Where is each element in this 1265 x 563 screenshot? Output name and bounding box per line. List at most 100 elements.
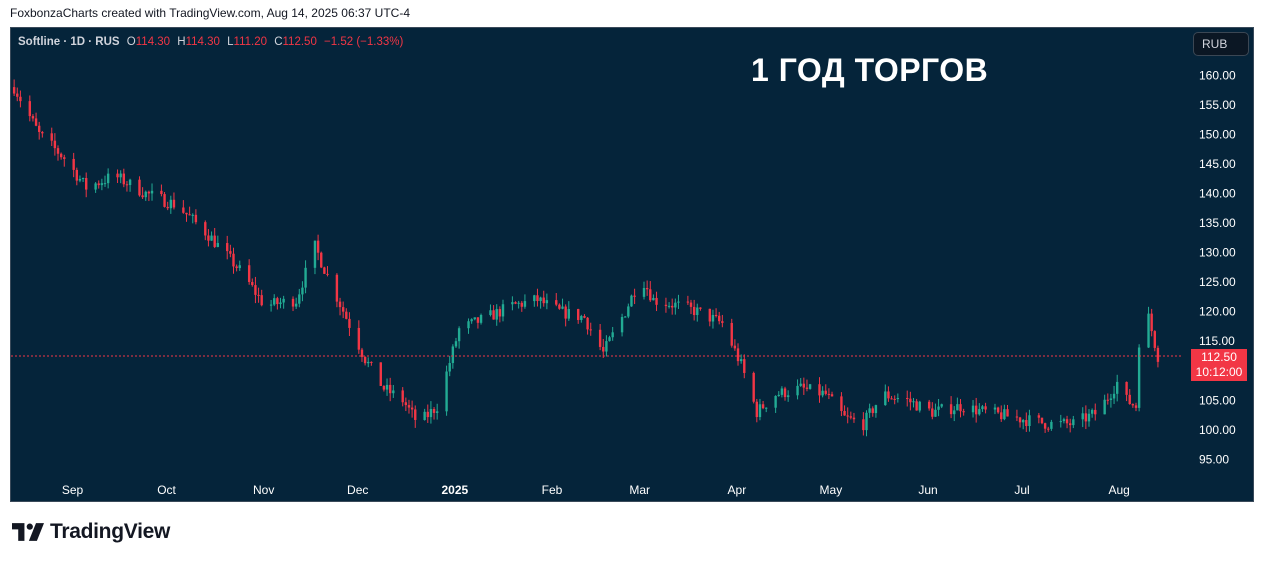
candle-body bbox=[1084, 413, 1088, 422]
candle-body bbox=[962, 411, 965, 413]
candle-body bbox=[501, 304, 505, 317]
candle-body bbox=[426, 411, 429, 418]
candle-body bbox=[150, 190, 154, 194]
candle-body bbox=[385, 384, 389, 390]
candle-body bbox=[733, 345, 737, 349]
close-value: 112.50 bbox=[282, 36, 317, 48]
candle-body bbox=[890, 398, 893, 400]
candle-body bbox=[1147, 313, 1150, 348]
candle-body bbox=[956, 404, 959, 411]
candle-body bbox=[301, 287, 304, 295]
candle-body bbox=[743, 359, 746, 373]
candle-body bbox=[294, 303, 298, 307]
candle-body bbox=[370, 361, 373, 363]
candle-body bbox=[335, 274, 339, 302]
candle-body bbox=[78, 178, 82, 181]
candle-body bbox=[216, 243, 220, 247]
candle-body bbox=[1000, 412, 1003, 420]
candle-body bbox=[313, 240, 317, 268]
candle-body bbox=[291, 298, 295, 307]
x-tick-label: 2025 bbox=[441, 483, 468, 497]
candle-body bbox=[298, 294, 301, 304]
candle-body bbox=[407, 405, 411, 408]
candle-body bbox=[1050, 421, 1053, 429]
candlestick-chart[interactable]: 160.00 155.00 150.00 145.00 140.00 135.00 130.… bbox=[11, 28, 1254, 502]
candle-body bbox=[696, 307, 699, 316]
price-axis: 160.00 155.00 150.00 145.00 140.00 135.00 130.… bbox=[1199, 68, 1236, 466]
currency-button[interactable]: RUB bbox=[1193, 32, 1249, 56]
candle-body bbox=[849, 416, 853, 418]
candle-body bbox=[655, 297, 658, 305]
candle-body bbox=[664, 304, 668, 307]
candle-body bbox=[81, 178, 85, 180]
candle-body bbox=[401, 390, 404, 403]
x-tick-label: Aug bbox=[1109, 483, 1130, 497]
x-tick-label: Nov bbox=[253, 483, 274, 497]
candle-body bbox=[191, 214, 194, 216]
candle-body bbox=[959, 404, 962, 412]
candle-body bbox=[589, 329, 592, 331]
candle-body bbox=[608, 337, 611, 342]
candle-body bbox=[605, 341, 608, 352]
tradingview-logo-icon bbox=[12, 523, 44, 541]
candle-body bbox=[545, 300, 549, 304]
candle-body bbox=[884, 391, 887, 406]
x-tick-label: Feb bbox=[542, 483, 563, 497]
candle-body bbox=[699, 307, 702, 309]
candle-body bbox=[276, 298, 279, 305]
chart-panel[interactable]: 160.00 155.00 150.00 145.00 140.00 135.00 130.… bbox=[10, 27, 1254, 502]
candle-body bbox=[1134, 405, 1138, 408]
candle-body bbox=[1156, 347, 1160, 362]
candle-body bbox=[711, 314, 715, 322]
y-tick-label: 160.00 bbox=[1199, 68, 1236, 82]
candle-body bbox=[1109, 398, 1113, 400]
candle-body bbox=[642, 288, 646, 297]
open-value: 114.30 bbox=[135, 36, 171, 48]
symbol-label[interactable]: Softline · 1D · RUS bbox=[18, 36, 120, 48]
candle-body bbox=[802, 383, 806, 388]
candle-body bbox=[119, 173, 122, 178]
candle-body bbox=[489, 310, 492, 315]
candle-body bbox=[363, 356, 367, 364]
candle-body bbox=[752, 372, 755, 402]
y-tick-label: 155.00 bbox=[1199, 98, 1236, 112]
candle-body bbox=[1018, 417, 1022, 423]
candle-body bbox=[210, 235, 213, 241]
candle-body bbox=[235, 266, 238, 269]
y-tick-label: 95.00 bbox=[1199, 452, 1229, 466]
y-tick-label: 145.00 bbox=[1199, 157, 1236, 171]
candle-body bbox=[927, 401, 931, 409]
candle-body bbox=[320, 252, 323, 268]
candle-body bbox=[739, 359, 743, 362]
candle-body bbox=[1015, 416, 1019, 418]
candle-body bbox=[273, 298, 276, 305]
candle-body bbox=[721, 321, 724, 323]
candle-body bbox=[649, 289, 652, 301]
candle-body bbox=[645, 288, 649, 290]
candle-body bbox=[1021, 420, 1025, 423]
candle-body bbox=[454, 341, 458, 347]
candle-body bbox=[586, 317, 589, 330]
candle-body bbox=[652, 297, 655, 301]
candle-body bbox=[761, 404, 765, 409]
candle-body bbox=[520, 302, 523, 307]
candle-body bbox=[692, 306, 696, 316]
footer-logo[interactable]: TradingView bbox=[12, 520, 170, 544]
candle-body bbox=[467, 321, 470, 329]
candle-body bbox=[348, 318, 351, 328]
candle-body bbox=[279, 302, 282, 305]
candle-body bbox=[360, 349, 364, 357]
candle-body bbox=[432, 408, 436, 413]
y-tick-label: 150.00 bbox=[1199, 127, 1236, 141]
candle-body bbox=[915, 401, 918, 411]
candle-body bbox=[435, 411, 439, 413]
candle-body bbox=[1131, 404, 1135, 406]
candle-body bbox=[1037, 415, 1041, 418]
high-value: 114.30 bbox=[185, 36, 220, 48]
candle-body bbox=[229, 251, 232, 254]
x-tick-label: Jul bbox=[1014, 483, 1029, 497]
header-credit: FoxbonzaCharts created with TradingView.… bbox=[10, 6, 411, 20]
candle-body bbox=[517, 302, 520, 304]
candle-body bbox=[232, 253, 235, 267]
candle-body bbox=[28, 101, 32, 117]
